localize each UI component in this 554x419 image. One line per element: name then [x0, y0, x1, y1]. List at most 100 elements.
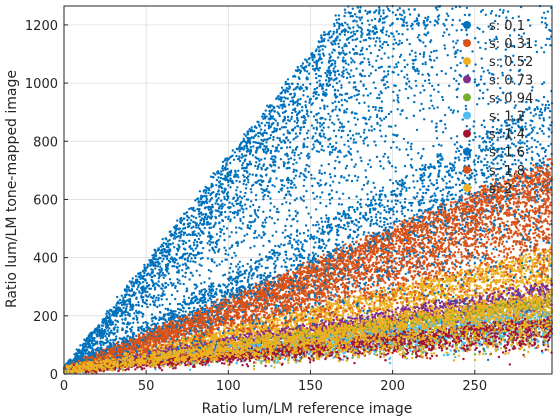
data-point — [329, 115, 331, 117]
data-point — [285, 194, 287, 196]
data-point — [491, 10, 493, 12]
data-point — [297, 120, 299, 122]
data-point — [364, 10, 366, 12]
data-point — [139, 282, 141, 284]
data-point — [543, 12, 545, 14]
data-point — [316, 87, 318, 89]
data-point — [349, 130, 351, 132]
data-point — [336, 82, 338, 84]
data-point — [170, 282, 172, 284]
data-point — [353, 95, 355, 97]
data-point — [290, 93, 292, 95]
data-point — [232, 205, 234, 207]
data-point — [287, 78, 289, 80]
data-point — [397, 108, 399, 110]
data-point — [186, 287, 188, 289]
data-point — [292, 171, 294, 173]
data-point — [464, 233, 466, 235]
data-point — [359, 41, 361, 43]
data-point — [343, 144, 345, 146]
data-point — [250, 149, 252, 151]
data-point — [182, 243, 184, 245]
data-point — [368, 118, 370, 120]
data-point — [481, 124, 483, 126]
data-point — [351, 180, 353, 182]
data-point — [355, 113, 357, 115]
data-point — [355, 141, 357, 143]
data-point — [431, 120, 433, 122]
data-point — [265, 174, 267, 176]
data-point — [429, 55, 431, 57]
data-point — [141, 305, 143, 307]
data-point — [526, 140, 528, 142]
data-point — [186, 211, 188, 213]
data-point — [176, 253, 178, 255]
data-point — [128, 294, 130, 296]
data-point — [104, 321, 106, 323]
data-point — [287, 139, 289, 141]
data-point — [91, 342, 93, 344]
data-point — [243, 240, 245, 242]
data-point — [358, 102, 360, 104]
data-point — [347, 140, 349, 142]
data-point — [142, 281, 144, 283]
data-point — [287, 116, 289, 118]
data-point — [117, 321, 119, 323]
data-point — [222, 220, 224, 222]
data-point — [265, 141, 267, 143]
data-point — [423, 53, 425, 55]
data-point — [296, 104, 298, 106]
data-point — [466, 125, 468, 127]
data-point — [396, 134, 398, 136]
data-point — [451, 24, 453, 26]
data-point — [369, 30, 371, 32]
data-point — [284, 141, 286, 143]
data-point — [308, 156, 310, 158]
data-point — [224, 175, 226, 177]
data-point — [434, 20, 436, 22]
data-point — [250, 225, 252, 227]
data-point — [407, 97, 409, 99]
data-point — [455, 42, 457, 44]
data-point — [310, 111, 312, 113]
data-point — [259, 253, 261, 255]
data-point — [158, 275, 160, 277]
data-point — [365, 88, 367, 90]
data-point — [89, 346, 91, 348]
data-point — [338, 46, 340, 48]
data-point — [272, 136, 274, 138]
data-point — [108, 334, 110, 336]
data-point — [328, 163, 330, 165]
data-point — [252, 204, 254, 206]
data-point — [355, 195, 357, 197]
data-point — [399, 56, 401, 58]
data-point — [334, 62, 336, 64]
data-point — [349, 36, 351, 38]
data-point — [248, 137, 250, 139]
data-point — [379, 124, 381, 126]
data-point — [239, 191, 241, 193]
data-point — [315, 208, 317, 210]
data-point — [129, 280, 131, 282]
data-point — [120, 309, 122, 311]
data-point — [176, 290, 178, 292]
data-point — [244, 192, 246, 194]
data-point — [274, 150, 276, 152]
data-point — [481, 67, 483, 69]
data-point — [454, 70, 456, 72]
data-point — [424, 17, 426, 19]
data-point — [258, 206, 260, 208]
data-point — [406, 74, 408, 76]
data-point — [221, 187, 223, 189]
data-point — [393, 84, 395, 86]
data-point — [138, 276, 140, 278]
data-point — [157, 249, 159, 251]
data-point — [221, 260, 223, 262]
data-point — [421, 155, 423, 157]
data-point — [423, 51, 425, 53]
data-point — [279, 137, 281, 139]
data-point — [328, 53, 330, 55]
data-point — [334, 89, 336, 91]
data-point — [352, 134, 354, 136]
data-point — [379, 117, 381, 119]
